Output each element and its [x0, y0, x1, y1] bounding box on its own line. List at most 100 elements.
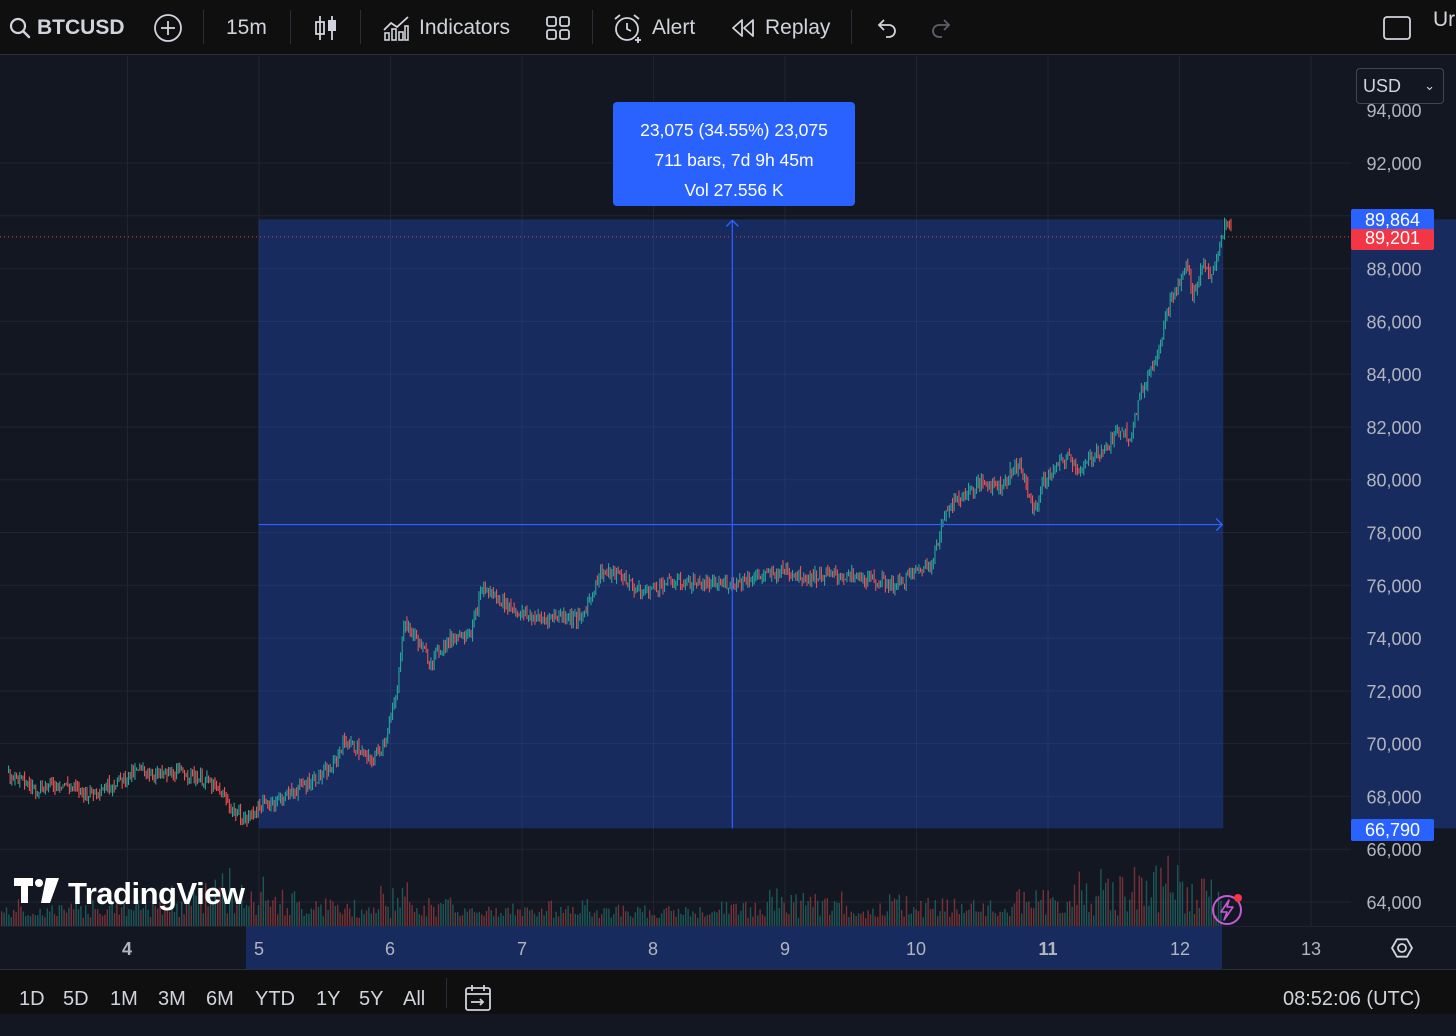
currency-select[interactable]: USD ⌄ — [1356, 68, 1444, 104]
volume-bar — [145, 904, 147, 926]
alarm-clock-icon — [612, 12, 644, 44]
volume-bar — [644, 905, 646, 926]
go-to-date-button[interactable] — [463, 970, 493, 1015]
lightning-icon[interactable] — [1211, 891, 1243, 925]
range-button-1y[interactable]: 1Y — [316, 988, 341, 1010]
volume-bar — [603, 908, 605, 926]
replay-button[interactable]: Replay — [730, 0, 830, 55]
volume-bar — [10, 917, 12, 926]
volume-bar — [824, 898, 826, 926]
volume-bar — [1208, 896, 1210, 926]
utc-clock[interactable]: 08:52:06 (UTC) — [1283, 988, 1421, 1010]
volume-bar — [265, 900, 267, 926]
volume-bar — [217, 899, 219, 926]
volume-bar — [879, 903, 881, 926]
volume-bar — [865, 918, 867, 926]
volume-bar — [58, 905, 60, 926]
undo-button[interactable] — [874, 0, 898, 55]
measure-up-arrow — [725, 219, 739, 227]
volume-bar — [15, 912, 17, 926]
volume-bar — [5, 907, 8, 926]
volume-bar — [977, 911, 980, 926]
range-button-5d[interactable]: 5D — [63, 988, 89, 1010]
gear-icon[interactable] — [1391, 938, 1413, 958]
volume-bar — [305, 913, 308, 926]
symbol-search[interactable]: BTCUSD — [8, 0, 125, 55]
toolbar-divider — [360, 10, 361, 44]
range-button-5y[interactable]: 5Y — [359, 988, 384, 1010]
volume-bar — [889, 894, 891, 926]
layouts-button[interactable] — [545, 0, 571, 55]
volume-bar — [625, 911, 627, 926]
x-tick-label: 10 — [906, 939, 926, 959]
volume-bar — [344, 908, 346, 926]
measure-range-box[interactable] — [258, 219, 1224, 829]
volume-bar — [937, 916, 939, 926]
range-button-1d[interactable]: 1D — [19, 988, 45, 1010]
volume-bar — [925, 902, 927, 926]
volume-bar — [1136, 909, 1138, 926]
volume-bar — [999, 911, 1001, 926]
volume-bar — [941, 898, 944, 926]
volume-bar — [262, 876, 264, 926]
volume-bar — [795, 894, 797, 926]
volume-bar — [317, 906, 320, 926]
tv-logo-icon — [14, 876, 60, 912]
volume-bar — [670, 911, 672, 926]
volume-bar — [692, 911, 694, 926]
tradingview-logo[interactable]: TradingView — [14, 876, 245, 912]
volume-bar — [958, 913, 960, 926]
volume-bar — [197, 904, 200, 926]
y-tick-label: 72,000 — [1366, 682, 1421, 702]
interval-button[interactable]: 15m — [226, 0, 267, 55]
redo-button[interactable] — [930, 0, 954, 55]
range-button-ytd[interactable]: YTD — [255, 988, 295, 1010]
volume-bar — [154, 905, 156, 926]
volume-bar — [63, 909, 65, 926]
volume-bar — [1191, 883, 1193, 926]
volume-bar — [1057, 901, 1059, 926]
volume-bar — [903, 916, 905, 926]
range-button-6m[interactable]: 6M — [206, 988, 234, 1010]
volume-bar — [507, 907, 509, 926]
volume-bar — [800, 900, 802, 926]
volume-bar — [968, 909, 970, 926]
price-axis[interactable] — [1351, 56, 1456, 926]
volume-bar — [397, 897, 399, 926]
truncated-label[interactable]: Ur — [1433, 0, 1455, 47]
fullscreen-button[interactable] — [1382, 0, 1412, 55]
volume-bar — [1126, 911, 1128, 926]
volume-bar — [1148, 905, 1150, 926]
volume-bar — [25, 915, 27, 926]
volume-bar — [370, 913, 372, 926]
volume-bar — [718, 909, 720, 926]
volume-bar — [181, 901, 183, 926]
volume-bar — [764, 916, 766, 926]
volume-bar — [1105, 882, 1107, 926]
range-button-1m[interactable]: 1M — [110, 988, 138, 1010]
volume-bar — [656, 917, 658, 926]
alert-label: Alert — [652, 15, 696, 39]
range-button-3m[interactable]: 3M — [158, 988, 186, 1010]
chart-type-button[interactable] — [314, 0, 338, 55]
range-button-all[interactable]: All — [403, 988, 426, 1010]
volume-bar — [425, 916, 428, 926]
time-axis[interactable]: 4 5 6 7 8 9 10 11 12 13 — [0, 926, 1456, 969]
alert-button[interactable]: Alert — [612, 0, 695, 55]
volume-bar — [89, 917, 92, 926]
volume-bar — [466, 911, 468, 926]
volume-bar — [569, 913, 572, 926]
volume-bar — [737, 914, 740, 926]
volume-bar — [641, 911, 644, 926]
volume-bar — [308, 913, 310, 926]
compare-button[interactable] — [153, 0, 183, 55]
volume-bar — [1066, 901, 1068, 926]
indicators-button[interactable]: Indicators — [382, 0, 510, 55]
x-tick-label: 5 — [254, 939, 264, 959]
volume-bar — [653, 915, 656, 926]
volume-bar — [116, 902, 118, 926]
volume-bar — [877, 916, 879, 926]
volume-bar — [173, 912, 176, 926]
volume-bar — [1102, 890, 1104, 926]
volume-bar — [910, 913, 912, 926]
